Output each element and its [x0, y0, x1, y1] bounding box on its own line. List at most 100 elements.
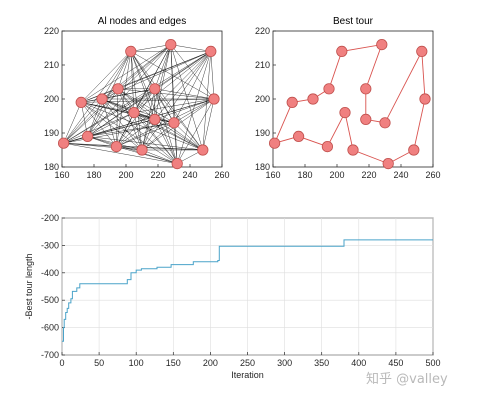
- city-node: [419, 93, 431, 105]
- graph-edge: [80, 102, 88, 137]
- y-tick-label: 190: [44, 128, 59, 138]
- graph-edge: [87, 136, 203, 151]
- graph-edge: [63, 98, 103, 144]
- x-tick-label: 180: [297, 170, 312, 180]
- x-tick-label: 350: [314, 358, 329, 368]
- graph-edge: [117, 51, 132, 89]
- x-tick-label: 300: [277, 358, 292, 368]
- graph-edge: [210, 51, 215, 100]
- graph-edge: [141, 88, 156, 151]
- x-tick-label: 260: [214, 170, 229, 180]
- city-node: [168, 117, 180, 129]
- city-node: [292, 130, 305, 142]
- x-tick-label: 260: [425, 170, 440, 180]
- graph-edge: [170, 44, 215, 100]
- city-node: [128, 107, 140, 119]
- city-node: [268, 137, 281, 149]
- city-node: [360, 113, 372, 126]
- city-node: [112, 83, 124, 95]
- city-node: [149, 83, 161, 95]
- graph-edge: [202, 51, 212, 151]
- city-node: [57, 137, 70, 149]
- x-tick-label: 220: [150, 170, 165, 180]
- y-tick-label: -200: [41, 213, 59, 223]
- graph-edge: [116, 146, 178, 164]
- city-node: [416, 45, 428, 58]
- graph-edge: [101, 98, 178, 164]
- city-node: [82, 130, 94, 142]
- city-node: [286, 96, 298, 109]
- city-node: [149, 113, 161, 126]
- city-node: [165, 38, 177, 51]
- x-tick-label: 0: [59, 358, 64, 368]
- graph-edge: [116, 88, 119, 147]
- graph-edge: [101, 98, 155, 120]
- graph-edge: [81, 102, 203, 151]
- city-node: [96, 93, 108, 105]
- chart-title: Best tour: [333, 16, 374, 27]
- x-tick-label: 150: [166, 358, 181, 368]
- watermark: 知乎 @valley: [366, 371, 448, 387]
- y-tick-label: 200: [44, 94, 59, 104]
- graph-edge: [130, 51, 203, 151]
- y-tick-label: 220: [44, 26, 59, 36]
- graph-edge: [170, 44, 204, 151]
- graph-edge: [130, 44, 171, 52]
- graph-edge: [141, 122, 175, 151]
- graph-edge: [116, 51, 211, 147]
- tour-length-chart: 0 50 100 150 200 250 300 350 400 450 500 -700 -600 -5…: [24, 213, 441, 380]
- x-tick-label: 240: [182, 170, 197, 180]
- graph-edge: [87, 112, 135, 137]
- graph-edge: [63, 142, 178, 164]
- y-tick-label: -300: [41, 240, 59, 250]
- graph-edge: [87, 98, 103, 137]
- x-tick-label: 100: [129, 358, 144, 368]
- graph-edge: [133, 44, 171, 113]
- graph-edge: [133, 112, 178, 164]
- graph-edge: [116, 51, 132, 147]
- x-tick-label: 450: [388, 358, 403, 368]
- graph-edge: [154, 119, 203, 151]
- tour-length-series: [62, 239, 433, 342]
- x-axis-label: Iteration: [231, 370, 264, 380]
- y-tick-label: 210: [44, 60, 59, 70]
- y-tick-label: -600: [41, 323, 59, 333]
- y-tick-label: 200: [255, 94, 270, 104]
- graph-edge: [202, 98, 215, 151]
- x-tick-label: 200: [118, 170, 133, 180]
- city-node: [360, 83, 372, 95]
- y-tick-label: 210: [255, 60, 270, 70]
- graph-edge: [87, 51, 132, 137]
- city-node: [75, 96, 87, 109]
- x-tick-label: 180: [86, 170, 101, 180]
- graph-edge: [101, 98, 143, 151]
- graph-edge: [87, 119, 155, 137]
- graph-edge: [101, 98, 117, 147]
- city-node: [347, 144, 359, 156]
- graph-edge: [154, 51, 211, 120]
- graph-edge: [130, 51, 135, 113]
- x-tick-label: 400: [351, 358, 366, 368]
- graph-edge: [154, 119, 178, 164]
- city-node: [110, 141, 123, 153]
- graph-edge: [116, 119, 155, 147]
- x-tick-label: 500: [425, 358, 440, 368]
- graph-edge: [81, 102, 143, 151]
- graph-edge: [154, 44, 172, 89]
- city-node: [307, 93, 319, 105]
- graph-edge: [173, 122, 203, 151]
- graph-edge: [177, 98, 215, 164]
- y-tick-label: -500: [41, 295, 59, 305]
- city-node: [408, 144, 420, 156]
- x-tick-label: 250: [240, 358, 255, 368]
- city-node: [136, 144, 148, 156]
- graph-edge: [154, 88, 215, 100]
- graph-edge: [130, 51, 178, 164]
- graph-edge: [154, 44, 172, 120]
- graph-edge: [154, 98, 215, 120]
- city-node: [205, 45, 217, 58]
- city-node: [197, 144, 209, 156]
